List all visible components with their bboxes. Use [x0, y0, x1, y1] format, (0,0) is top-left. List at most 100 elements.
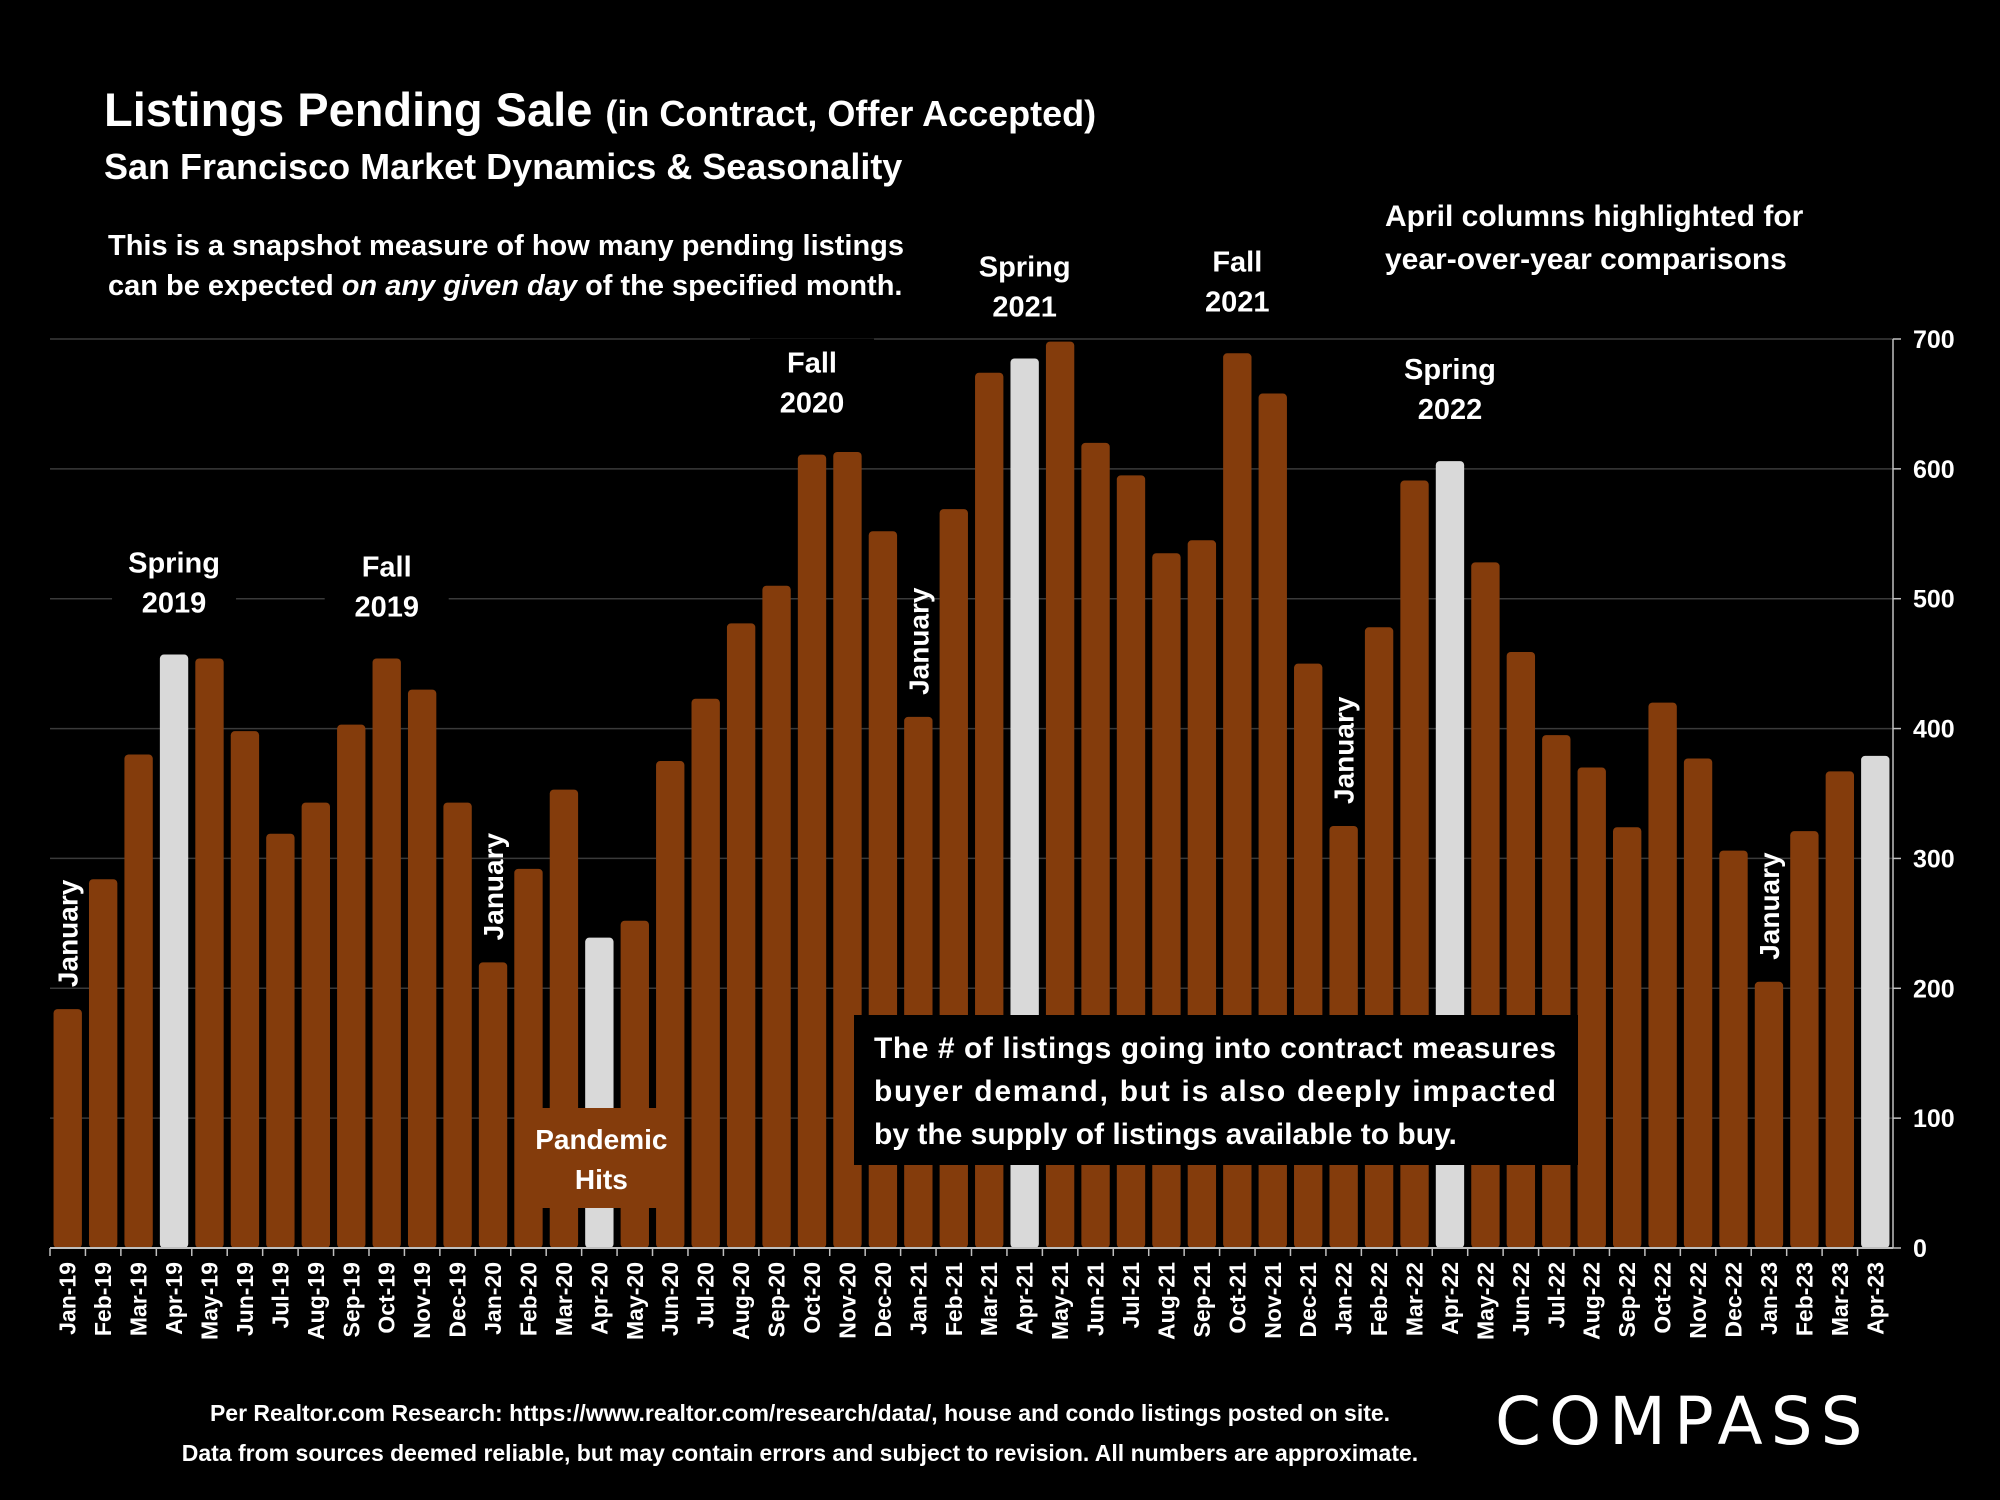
bar	[266, 833, 295, 1248]
annotation-season-line2: 2020	[780, 388, 845, 420]
annotation-season-line1: Fall	[787, 348, 837, 380]
annotation-season-line2: 2019	[354, 591, 419, 623]
bar	[1825, 771, 1855, 1248]
x-tick-label: Nov-21	[1260, 1262, 1286, 1339]
bar	[1683, 758, 1713, 1248]
annotation-label-bg	[324, 542, 449, 633]
x-tick-label: Mar-23	[1827, 1262, 1853, 1336]
snapshot-note: This is a snapshot measure of how many p…	[108, 226, 948, 306]
bar	[691, 698, 720, 1248]
y-tick-label: 500	[1913, 586, 1955, 614]
annotation-label-bg	[112, 538, 237, 629]
x-tick-label: Nov-22	[1685, 1262, 1711, 1339]
x-tick-label: May-19	[196, 1262, 222, 1340]
bar	[159, 654, 189, 1248]
callout-line-2: buyer demand, but is also deeply impacte…	[874, 1075, 1556, 1108]
annotation-label-bg	[750, 338, 875, 429]
x-tick-label: Feb-23	[1791, 1262, 1817, 1336]
x-tick-label: Oct-19	[374, 1262, 400, 1334]
april-note-line1: April columns highlighted for	[1385, 200, 1804, 233]
bar	[1719, 850, 1748, 1248]
chart-subtitle: San Francisco Market Dynamics & Seasonal…	[104, 146, 903, 187]
annotation-label-bg	[1175, 237, 1300, 328]
x-tick-label: Mar-20	[551, 1262, 577, 1336]
annotation-season-line2: 2021	[1205, 286, 1270, 318]
y-tick-label: 300	[1913, 845, 1955, 873]
bar	[797, 454, 827, 1248]
annotation-january: January	[53, 879, 84, 987]
bar	[762, 585, 791, 1248]
annotation-season-line1: Spring	[128, 548, 220, 580]
y-tick-label: 600	[1913, 456, 1955, 484]
x-tick-label: Jun-22	[1508, 1262, 1534, 1336]
x-tick-label: Aug-21	[1153, 1262, 1179, 1340]
x-tick-label: Jul-22	[1543, 1262, 1569, 1328]
footer-source: Per Realtor.com Research: https://www.re…	[209, 1400, 1391, 1426]
x-tick-label: Jan-19	[55, 1262, 81, 1335]
x-tick-label: Jan-22	[1331, 1262, 1357, 1335]
x-tick-label: Nov-19	[409, 1262, 435, 1339]
x-tick-label: Mar-19	[126, 1262, 152, 1336]
annotation-season-line2: 2022	[1418, 394, 1483, 426]
x-tick-label: Nov-20	[834, 1262, 860, 1339]
annotation-january: January	[478, 832, 509, 940]
chart-title-main: Listings Pending Sale	[104, 83, 593, 136]
x-tick-label: Aug-22	[1579, 1262, 1605, 1340]
bar	[88, 879, 118, 1248]
bar	[1542, 735, 1571, 1248]
x-tick-label: Sep-21	[1189, 1262, 1215, 1338]
x-tick-label: Sep-20	[764, 1262, 790, 1337]
x-tick-label: Dec-20	[870, 1262, 896, 1337]
x-tick-label: Jan-21	[905, 1262, 931, 1335]
x-tick-label: Oct-21	[1224, 1262, 1250, 1334]
bar	[726, 623, 756, 1248]
x-tick-label: Apr-22	[1437, 1262, 1463, 1335]
annotation-label-bg	[962, 242, 1087, 333]
april-note-line2: year-over-year comparisons	[1385, 243, 1787, 276]
y-tick-label: 400	[1913, 716, 1955, 744]
x-tick-label: May-21	[1047, 1262, 1073, 1340]
x-tick-label: May-22	[1472, 1262, 1498, 1340]
y-tick-label: 200	[1913, 975, 1955, 1003]
annotation-season-line1: Spring	[979, 251, 1071, 283]
x-tick-label: Oct-22	[1650, 1262, 1676, 1334]
annotation-january: January	[1329, 696, 1360, 804]
x-tick-label: Jul-19	[267, 1262, 293, 1328]
snapshot-note-line2-emphasis: on any given day	[341, 270, 578, 302]
x-tick-label: Oct-20	[799, 1262, 825, 1334]
bar	[1577, 767, 1606, 1248]
annotation-january: January	[903, 587, 934, 695]
annotation-label-bg	[1387, 345, 1512, 436]
footer-disclaimer: Data from sources deemed reliable, but m…	[181, 1440, 1419, 1466]
x-tick-label: Mar-22	[1402, 1262, 1428, 1336]
bar	[53, 1009, 82, 1248]
x-tick-label: May-20	[622, 1262, 648, 1340]
annotation-pandemic-line1: Pandemic	[535, 1124, 667, 1155]
bar	[1648, 702, 1677, 1248]
x-tick-label: Feb-19	[90, 1262, 116, 1336]
x-tick-label: Sep-19	[338, 1262, 364, 1337]
chart-title: Listings Pending Sale (in Contract, Offe…	[104, 82, 1096, 137]
bar	[443, 802, 472, 1248]
x-tick-label: Jul-21	[1118, 1262, 1144, 1329]
callout-box	[854, 1015, 1578, 1165]
x-tick-label: Jan-20	[480, 1262, 506, 1335]
x-tick-label: Dec-21	[1295, 1262, 1321, 1338]
bar	[372, 658, 401, 1248]
bar	[904, 716, 933, 1248]
compass-logo: COMPASS	[1495, 1383, 1871, 1460]
x-tick-label: Sep-22	[1614, 1262, 1640, 1337]
bar	[230, 731, 260, 1248]
bar	[195, 658, 224, 1248]
x-tick-label: Apr-21	[1012, 1262, 1038, 1335]
bar	[1754, 981, 1784, 1248]
snapshot-note-line1: This is a snapshot measure of how many p…	[108, 230, 905, 262]
x-tick-label: Feb-22	[1366, 1262, 1392, 1336]
bar	[1790, 831, 1819, 1248]
x-tick-label: Apr-23	[1862, 1262, 1888, 1335]
x-tick-label: Aug-19	[303, 1262, 329, 1340]
annotation-season-line1: Fall	[362, 551, 412, 583]
x-tick-label: Jun-20	[657, 1262, 683, 1336]
bar	[407, 689, 437, 1248]
